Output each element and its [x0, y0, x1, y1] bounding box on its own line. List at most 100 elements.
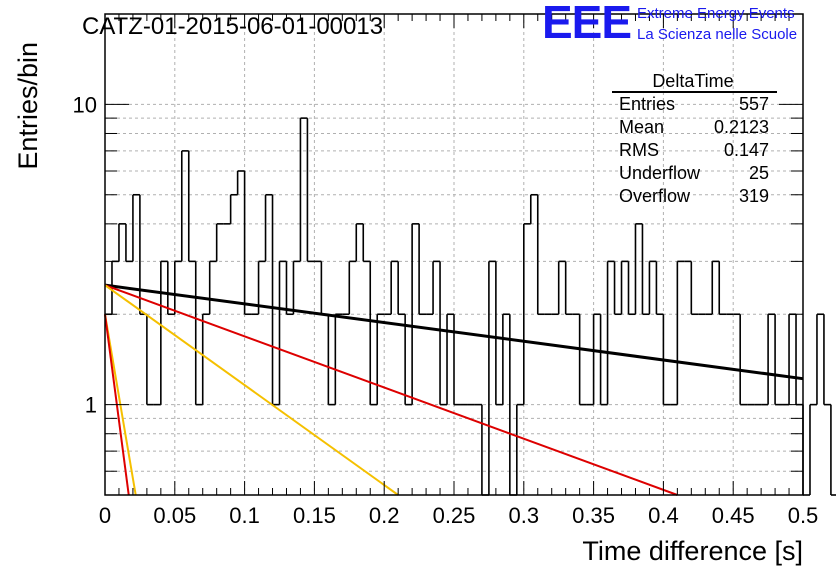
histogram-bin [125, 223, 133, 263]
logo-line-1: Extreme Energy Events [637, 5, 795, 22]
x-tick-label: 0.2 [369, 503, 400, 528]
histogram-bin [578, 314, 587, 406]
histogram-bin [655, 261, 664, 316]
histogram-bin [334, 313, 343, 405]
histogram-bin [229, 193, 238, 224]
histogram-bin [376, 313, 385, 405]
stats-box: DeltaTime Entries 557 Mean 0.2123 RMS 0.147 Un… [612, 71, 777, 206]
histogram-bin [369, 261, 378, 406]
histogram-bin [348, 260, 357, 315]
histogram-bin [767, 313, 776, 405]
histogram-bin [167, 261, 175, 316]
histogram-bin [243, 170, 252, 316]
histogram-bin [397, 261, 406, 316]
histogram-bin [809, 403, 817, 495]
stats-row-label: Mean [619, 117, 664, 137]
histogram-bin [299, 117, 308, 262]
histogram-bin [795, 314, 803, 406]
stats-row-value: 0.147 [724, 140, 769, 160]
histogram-bin [718, 261, 727, 316]
histogram-bin [215, 223, 224, 262]
y-tick-label: 10 [73, 92, 97, 117]
x-tick-label: 0.1 [229, 503, 260, 528]
histogram-bin [264, 193, 273, 262]
histogram-bin [118, 223, 126, 262]
fit-curve-3 [104, 284, 399, 496]
x-tick-label: 0.45 [712, 503, 755, 528]
histogram-bin [180, 150, 189, 262]
stats-row: Mean 0.2123 [619, 117, 769, 137]
histogram-bin [355, 223, 364, 262]
stats-row-value: 557 [739, 94, 769, 114]
stats-row: RMS 0.147 [619, 140, 769, 160]
histogram-bin [816, 313, 824, 405]
histogram-bin [634, 223, 643, 315]
histogram-bin [411, 223, 420, 405]
histogram-bin [788, 313, 797, 405]
histogram-bin [774, 314, 783, 406]
histogram-bin [529, 193, 538, 224]
histogram-bin [711, 260, 720, 315]
stats-rows: Entries 557 Mean 0.2123 RMS 0.147 Underflow 25 O… [619, 94, 769, 206]
histogram-bin [187, 150, 196, 263]
histogram-bin [292, 260, 301, 315]
histogram-bin [278, 260, 287, 405]
histogram-bin [592, 313, 601, 405]
histogram-bin [174, 260, 182, 315]
stats-row-label: Entries [619, 94, 675, 114]
axis-ticks [104, 13, 804, 496]
stats-row-value: 319 [739, 186, 769, 206]
histogram-bin [739, 314, 748, 406]
histogram-bin [160, 260, 168, 405]
x-tick-label: 0.05 [153, 503, 196, 528]
stats-row: Overflow 319 [619, 186, 769, 206]
histogram-bin [194, 261, 203, 406]
histogram-bin [830, 404, 836, 496]
histogram-bin [201, 313, 210, 405]
histogram-bin [327, 314, 336, 406]
histogram-bars [105, 117, 836, 496]
histogram-bin [557, 260, 566, 315]
histogram-bin [439, 261, 448, 406]
fit-curve-2 [104, 284, 678, 496]
logo-line-2: La Scienza nelle Scuole [637, 26, 797, 43]
stats-row-value: 0.2123 [714, 117, 769, 137]
histogram-bin [606, 260, 615, 405]
x-tick-label: 0.35 [572, 503, 615, 528]
stats-row: Underflow 25 [619, 163, 769, 183]
fit-curve-1 [104, 283, 804, 381]
histogram-bin [536, 194, 545, 316]
histogram-bin [564, 261, 573, 316]
histogram-bin [620, 260, 629, 315]
histogram-bin [613, 261, 622, 316]
histogram-bin [516, 403, 524, 495]
x-tick-label: 0.4 [648, 503, 679, 528]
histogram-bin [306, 118, 315, 263]
histogram-bin [627, 261, 636, 316]
histogram-bin [236, 170, 245, 195]
histogram-bin [495, 261, 503, 406]
eee-logo-mark: EEE [542, 0, 631, 48]
histogram-bin [446, 313, 454, 405]
histogram-bin [502, 313, 510, 405]
x-axis-label: Time difference [s] [582, 536, 803, 566]
histogram-bin [362, 223, 371, 263]
chart-title: CATZ-01-2015-06-01-00013 [82, 13, 383, 40]
histogram-bin [453, 314, 461, 406]
histogram-bin [404, 314, 413, 406]
stats-row-label: Underflow [619, 163, 701, 183]
histogram-bin [488, 260, 496, 495]
tick-labels: 0 0.05 0.1 0.15 0.2 0.25 0.3 0.35 0.4 0.45 0.5 1 10 [73, 92, 819, 528]
histogram-bin [522, 223, 531, 405]
x-tick-label: 0.15 [293, 503, 336, 528]
histogram-bin [648, 260, 657, 315]
histogram-bin [390, 260, 399, 315]
histogram-bin [418, 223, 427, 316]
histogram-bin [285, 261, 294, 316]
y-axis-label: Entries/bin [13, 42, 43, 170]
histogram-bin [132, 193, 140, 262]
histogram-bin [146, 314, 154, 406]
x-tick-label: 0 [99, 503, 111, 528]
histogram-bin [690, 261, 699, 316]
